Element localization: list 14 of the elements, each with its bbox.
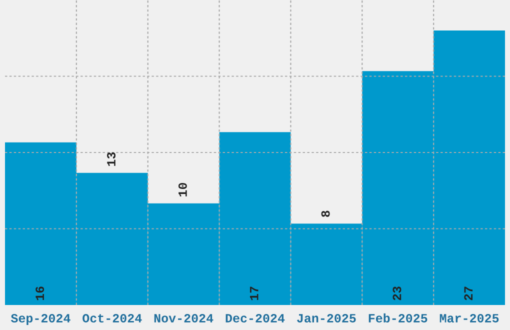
data-label: 16 [36,286,44,300]
x-tick-label: Sep-2024 [10,314,70,325]
data-label: 10 [178,182,187,196]
x-tick-label: Mar-2025 [440,314,499,323]
data-label: 13 [107,152,116,166]
data-label: 17 [250,286,258,300]
x-tick-label: Jan-2025 [297,314,356,323]
x-tick-label: Dec-2024 [226,314,285,323]
data-label: 8 [321,210,330,217]
data-label: 27 [464,286,473,300]
x-tick-label: Nov-2024 [154,314,214,323]
data-label: 23 [392,286,402,300]
x-tick-label: Feb-2025 [368,313,428,323]
x-tick-label: Oct-2024 [82,314,142,323]
